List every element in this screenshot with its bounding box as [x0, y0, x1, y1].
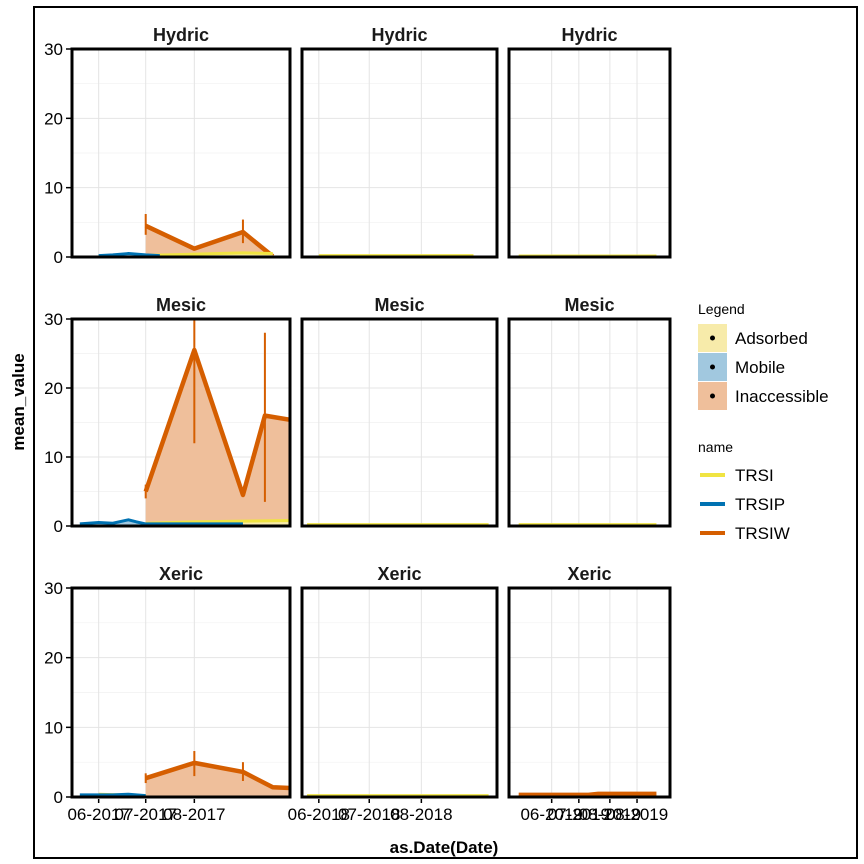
panel-grid — [509, 587, 670, 798]
line-trsip — [98, 252, 160, 257]
legend-item-trsip: TRSIP — [700, 495, 785, 514]
line-trsiw — [518, 791, 657, 797]
y-axis-row-1: 0 10 20 30 — [44, 40, 71, 267]
x-tick-label: 06-2019 — [520, 805, 582, 824]
legend-item-trsiw: TRSIW — [700, 524, 790, 543]
panel-mesic-2: Mesic — [300, 295, 499, 528]
panel-xeric-2: Xeric — [300, 564, 499, 799]
x-axis-title: as.Date(Date) — [390, 838, 499, 857]
legend-item-inaccessible: Inaccessible — [698, 382, 829, 410]
panel-hydric-1: Hydric — [70, 25, 292, 259]
panel-hydric-3: Hydric — [507, 25, 672, 259]
y-tick-label: 10 — [44, 448, 63, 467]
facet-strip-label: Xeric — [159, 564, 203, 584]
panel-hydric-2: Hydric — [300, 25, 499, 259]
x-tick-label: 07-2018 — [338, 805, 400, 824]
x-tick-label: 08-2019 — [606, 805, 668, 824]
y-tick-label: 0 — [54, 517, 63, 536]
y-tick-label: 20 — [44, 109, 63, 128]
panel-border — [507, 317, 672, 528]
legend-key-point — [710, 393, 715, 399]
legend-key-point — [710, 335, 715, 341]
panel-border — [70, 586, 292, 799]
panel-mesic-1: Mesic — [70, 295, 292, 528]
x-tick-label: 06-2017 — [67, 805, 129, 824]
y-tick-label: 0 — [54, 788, 63, 807]
x-tick-label: 06-2018 — [288, 805, 350, 824]
panel-border — [507, 586, 672, 799]
y-tick-label: 20 — [44, 379, 63, 398]
x-tick-label: 08-2017 — [163, 805, 225, 824]
y-tick-label: 20 — [44, 649, 63, 668]
line-trsip — [79, 792, 146, 797]
legend-item-mobile: Mobile — [698, 353, 785, 381]
legend: LegendAdsorbedMobileInaccessiblenameTRSI… — [698, 301, 829, 543]
legend-item-adsorbed: Adsorbed — [698, 324, 808, 352]
line-trsip — [79, 518, 243, 526]
panel-border — [300, 586, 499, 799]
legend-item-label: Adsorbed — [735, 329, 808, 348]
x-tick-label: 07-2019 — [548, 805, 610, 824]
y-tick-label: 10 — [44, 179, 63, 198]
x-tick-label: 07-2017 — [115, 805, 177, 824]
legend-item-label: TRSIP — [735, 495, 785, 514]
line-trsiw — [144, 223, 275, 257]
y-axis-title: mean_value — [9, 353, 28, 450]
area-trsiw — [145, 350, 290, 526]
y-axes-layer: 0 10 20 30 0 10 20 30 0 10 20 30 — [44, 40, 71, 807]
panel-border — [300, 47, 499, 259]
panel-border — [70, 317, 292, 528]
panel-xeric-1: Xeric — [70, 564, 292, 799]
panel-mesic-3: Mesic — [507, 295, 672, 528]
facet-strip-label: Hydric — [561, 25, 617, 45]
legend-item-trsi: TRSI — [700, 466, 774, 485]
x-tick-label: 08-2018 — [390, 805, 452, 824]
legend-item-label: TRSI — [735, 466, 774, 485]
legend-item-label: TRSIW — [735, 524, 790, 543]
x-tick-label: 08-2019 — [579, 805, 641, 824]
panel-xeric-3: Xeric — [507, 564, 672, 799]
y-tick-label: 10 — [44, 718, 63, 737]
legend-fill-title: Legend — [698, 301, 745, 317]
line-trsiw — [143, 347, 290, 498]
panel-border — [300, 317, 499, 528]
area-trsiw — [145, 762, 290, 797]
y-tick-label: 0 — [54, 248, 63, 267]
facet-strip-label: Hydric — [153, 25, 209, 45]
facet-strip-label: Mesic — [374, 295, 424, 315]
facet-strip-label: Xeric — [377, 564, 421, 584]
facet-strip-label: Mesic — [564, 295, 614, 315]
facet-strip-label: Mesic — [156, 295, 206, 315]
y-axis-row-2: 0 10 20 30 — [44, 310, 71, 536]
panel-border — [70, 47, 292, 259]
y-tick-label: 30 — [44, 579, 63, 598]
y-tick-label: 30 — [44, 310, 63, 329]
legend-line-title: name — [698, 439, 733, 455]
panels-layer: Hydric Hydric Hydric Mesic Mesic Mesic Xeric Xe… — [70, 25, 672, 799]
panel-data — [79, 319, 290, 526]
legend-item-label: Inaccessible — [735, 387, 829, 406]
plot-border — [33, 6, 858, 859]
y-tick-label: 30 — [44, 40, 63, 59]
legend-key-point — [710, 364, 715, 370]
y-axis-row-3: 0 10 20 30 — [44, 579, 71, 807]
legend-item-label: Mobile — [735, 358, 785, 377]
panel-border — [507, 47, 672, 259]
facet-strip-label: Hydric — [371, 25, 427, 45]
facet-strip-label: Xeric — [567, 564, 611, 584]
